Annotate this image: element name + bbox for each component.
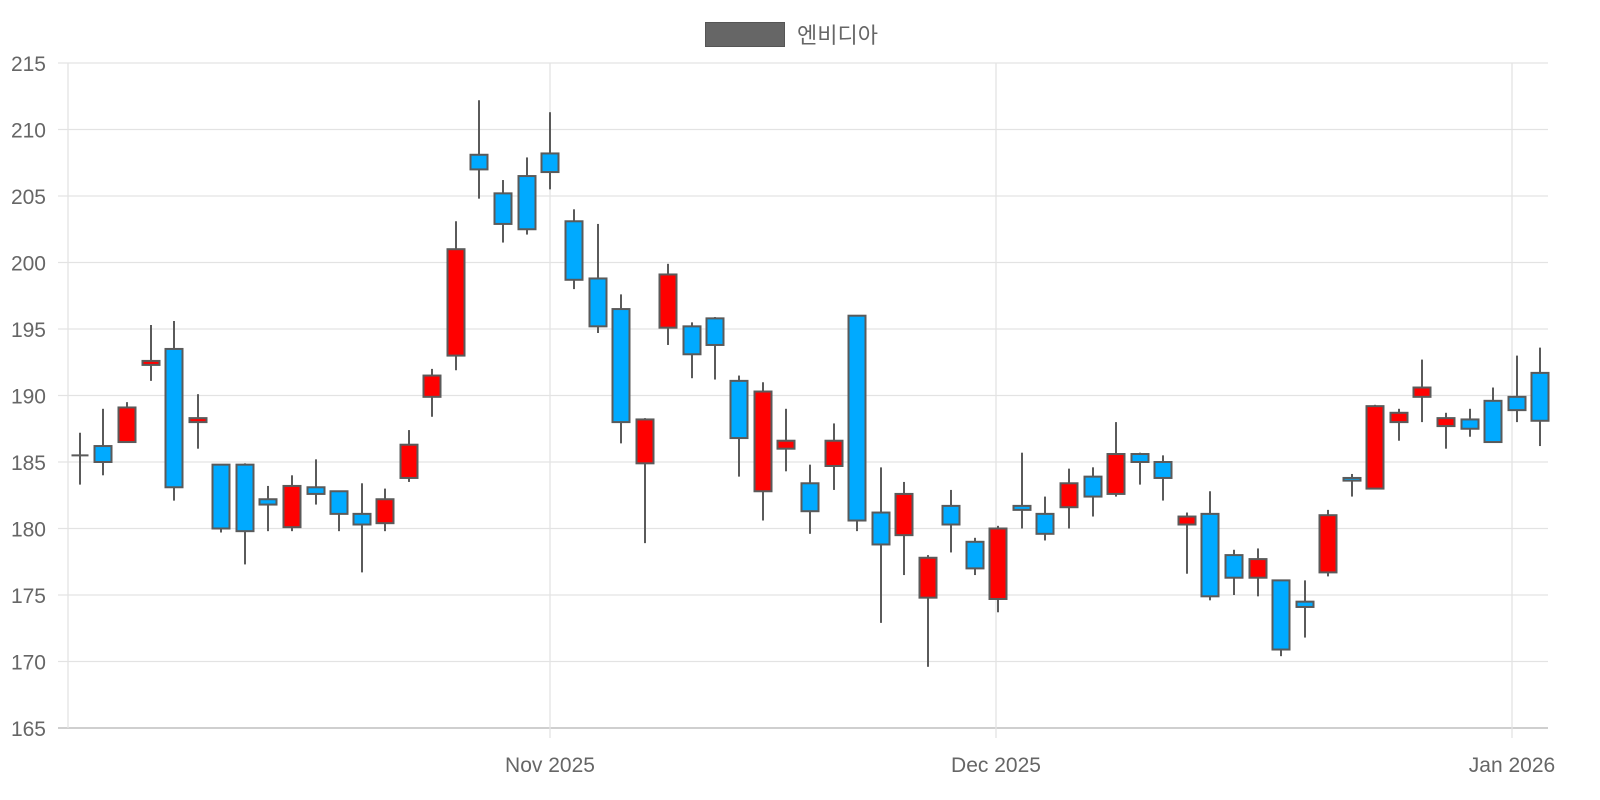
y-tick-label: 205: [11, 186, 46, 209]
candle[interactable]: [824, 423, 844, 490]
candle[interactable]: [258, 485, 278, 532]
candle[interactable]: [469, 100, 489, 199]
legend-swatch: [705, 21, 785, 47]
x-axis: Nov 2025 Dec 2025 Jan 2026: [505, 754, 1555, 777]
candle[interactable]: [1318, 509, 1338, 577]
candle[interactable]: [1083, 467, 1103, 517]
y-tick-label: 170: [11, 652, 46, 675]
candle[interactable]: [71, 432, 89, 485]
candle[interactable]: [540, 112, 560, 190]
candle[interactable]: [93, 408, 113, 476]
candle[interactable]: [282, 475, 302, 532]
candle[interactable]: [847, 314, 867, 532]
candle[interactable]: [399, 430, 419, 482]
candle[interactable]: [941, 489, 961, 553]
candle[interactable]: [1059, 468, 1079, 529]
candle[interactable]: [141, 325, 161, 381]
candle[interactable]: [1295, 580, 1315, 638]
y-tick-label: 215: [11, 53, 46, 76]
candle[interactable]: [1012, 452, 1032, 529]
candle[interactable]: [517, 157, 537, 235]
candle[interactable]: [329, 490, 349, 532]
candle[interactable]: [493, 180, 513, 243]
candle[interactable]: [1177, 512, 1197, 574]
candle[interactable]: [776, 408, 796, 472]
chart-legend[interactable]: 엔비디아: [705, 18, 878, 50]
x-tick-label: Nov 2025: [505, 754, 595, 777]
candle[interactable]: [117, 402, 137, 444]
candle[interactable]: [918, 555, 938, 667]
y-tick-label: 190: [11, 386, 46, 409]
candle[interactable]: [1153, 455, 1173, 501]
candle[interactable]: [446, 221, 466, 371]
candle[interactable]: [564, 209, 584, 290]
candle[interactable]: [965, 537, 985, 576]
y-tick-label: 180: [11, 519, 46, 542]
candle[interactable]: [871, 467, 891, 623]
candle[interactable]: [306, 459, 326, 505]
y-axis: 165 170 175 180 185 190 195 200 205 210 215: [11, 53, 46, 741]
candle[interactable]: [658, 263, 678, 345]
candle[interactable]: [1389, 408, 1409, 441]
x-tick-label: Dec 2025: [951, 754, 1041, 777]
candle[interactable]: [682, 322, 702, 379]
candle[interactable]: [1436, 412, 1456, 449]
candle[interactable]: [1224, 549, 1244, 595]
candle[interactable]: [1460, 408, 1480, 437]
candle[interactable]: [235, 463, 255, 565]
candle[interactable]: [211, 463, 231, 533]
y-tick-label: 200: [11, 253, 46, 276]
x-tick-label: Jan 2026: [1469, 754, 1555, 777]
candle[interactable]: [729, 375, 749, 477]
candle[interactable]: [1412, 359, 1432, 423]
legend-label: 엔비디아: [797, 24, 878, 49]
candle[interactable]: [164, 321, 184, 501]
candle[interactable]: [988, 525, 1008, 613]
candle[interactable]: [1507, 355, 1527, 423]
candle[interactable]: [352, 483, 372, 573]
candle[interactable]: [635, 418, 655, 544]
candle[interactable]: [1248, 548, 1268, 597]
candle[interactable]: [1130, 452, 1150, 485]
candle[interactable]: [800, 464, 820, 534]
candles: [71, 100, 1550, 667]
y-tick-label: 195: [11, 319, 46, 342]
candle[interactable]: [753, 382, 773, 521]
candle[interactable]: [1106, 422, 1126, 497]
candle[interactable]: [588, 223, 608, 333]
candle[interactable]: [1035, 496, 1055, 541]
candle[interactable]: [188, 394, 208, 449]
y-tick-label: 175: [11, 585, 46, 608]
candle[interactable]: [1483, 387, 1503, 444]
candle[interactable]: [1365, 404, 1385, 490]
candle[interactable]: [375, 488, 395, 532]
candle[interactable]: [1200, 491, 1220, 601]
candle[interactable]: [705, 317, 725, 380]
candle[interactable]: [1342, 473, 1362, 497]
candle[interactable]: [422, 368, 442, 417]
y-tick-label: 210: [11, 120, 46, 143]
y-tick-label: 185: [11, 452, 46, 475]
grid-lines: [58, 62, 1548, 738]
candle[interactable]: [894, 481, 914, 576]
candle[interactable]: [1271, 579, 1291, 657]
candle[interactable]: [1530, 347, 1550, 447]
y-tick-label: 165: [11, 718, 46, 741]
candle[interactable]: [611, 294, 631, 444]
